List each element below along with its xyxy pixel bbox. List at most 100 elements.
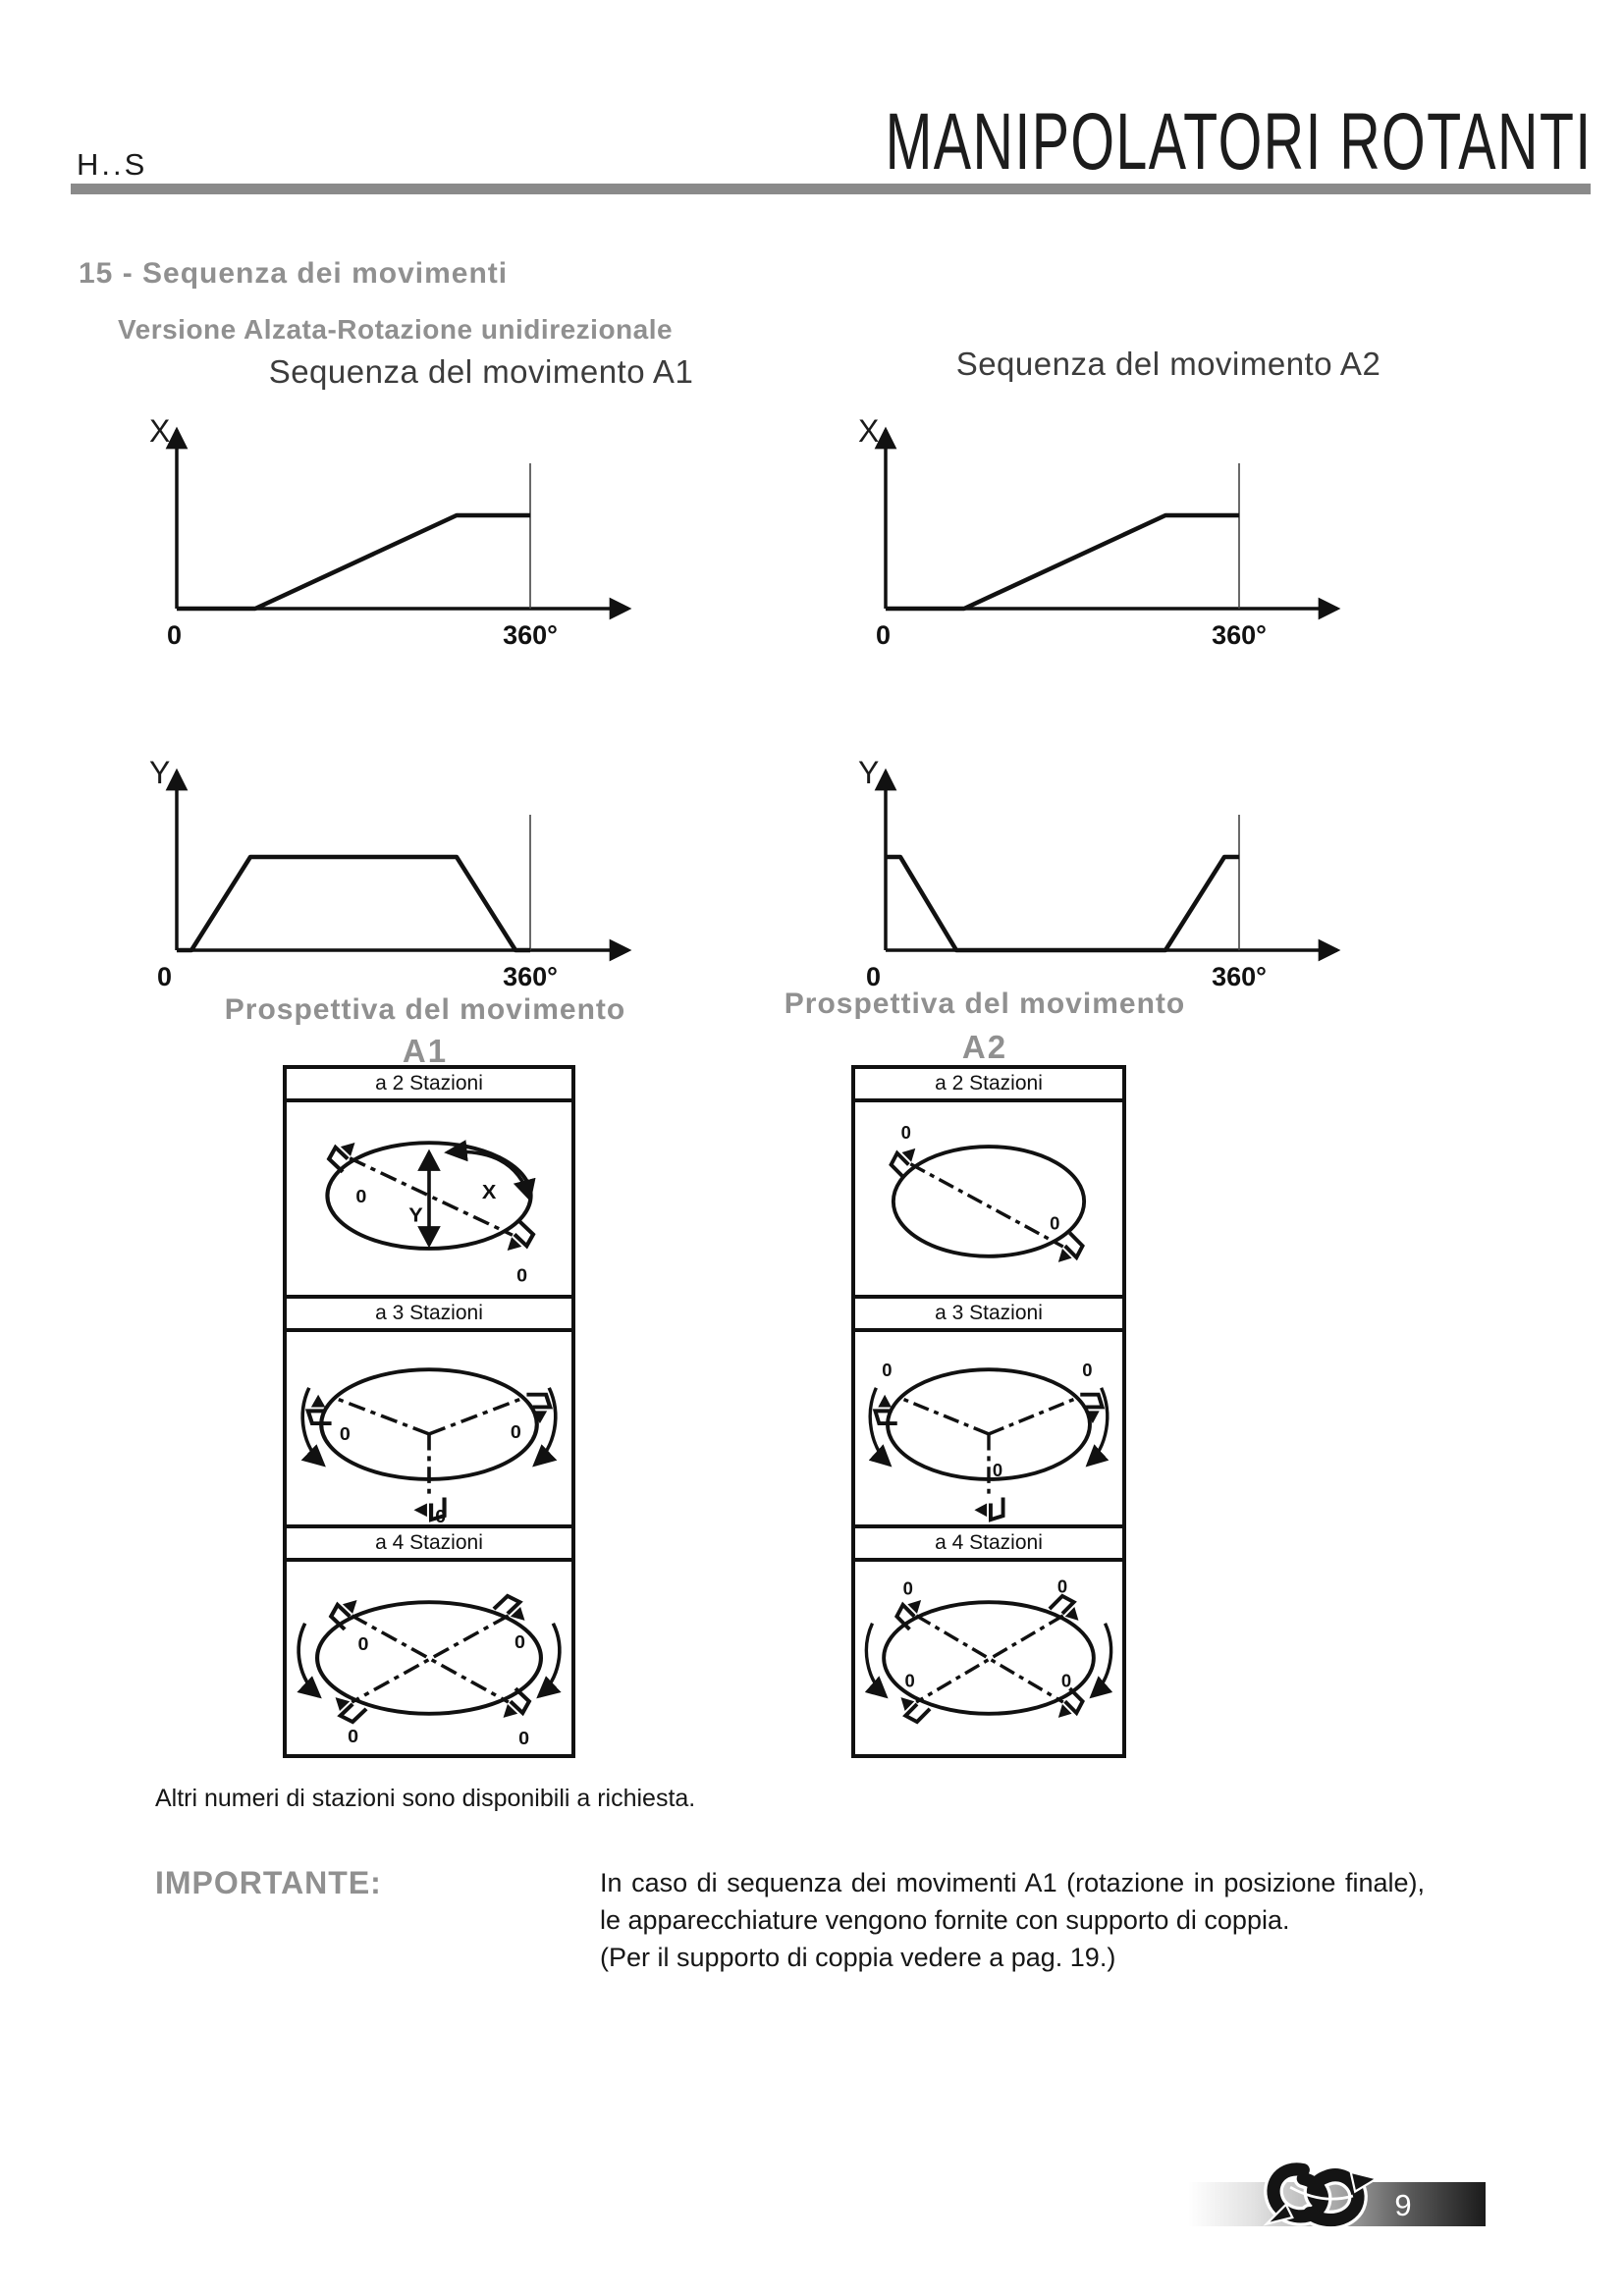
- chart-a2-x: X 0 360°: [858, 413, 1341, 650]
- important-label: IMPORTANTE:: [155, 1865, 382, 1900]
- turntable-disk: [882, 1600, 1096, 1716]
- page-number: 9: [1394, 2188, 1412, 2222]
- rotation-arc-icon: [1089, 1622, 1113, 1699]
- stations-panel-a2: a 2 Stazioni 0 0 a 3 Stazioni: [851, 1065, 1126, 1758]
- page-title: MANIPOLATORI ROTANTI: [885, 97, 1593, 187]
- motion-curve: [177, 854, 530, 953]
- station-axis-line: [351, 1614, 510, 1704]
- diagram-4-stations-a2: 0 0 0 0: [855, 1562, 1122, 1754]
- station-zero-label: 0: [355, 1187, 366, 1206]
- rotation-arc-icon: [297, 1622, 322, 1699]
- station-zero-label: 0: [511, 1422, 521, 1442]
- end-tick: 360°: [503, 962, 558, 991]
- chart-title-a2: Sequenza del movimento A2: [955, 346, 1381, 382]
- chart-title-a1: Sequenza del movimento A1: [268, 353, 694, 390]
- chart-a1-y: Y 0 360°: [149, 755, 632, 991]
- panel-4-stations: a 4 Stazioni 0 0 0 0: [287, 1524, 571, 1754]
- diagram-4-stations-a1: 0 0 0 0: [287, 1562, 571, 1754]
- origin-tick: 0: [876, 620, 891, 650]
- product-code: H..S: [77, 147, 148, 182]
- motion-curve: [886, 854, 1239, 953]
- important-paragraph: In caso di sequenza dei movimenti A1 (ro…: [600, 1864, 1425, 1976]
- panel-header: a 3 Stazioni: [287, 1299, 571, 1332]
- station-zero-label: 0: [358, 1635, 369, 1655]
- availability-note: Altri numeri di stazioni sono disponibil…: [155, 1785, 696, 1812]
- station-zero-label: 0: [1050, 1212, 1059, 1233]
- turntable-disk: [891, 1145, 1087, 1258]
- x-motion-label: X: [482, 1182, 497, 1203]
- turntable-disk: [886, 1367, 1092, 1481]
- station-zero-label: 0: [903, 1577, 913, 1598]
- chart-a1-x: X 0 360°: [149, 413, 632, 650]
- diagram-3-stations-a2: 0 0 0: [855, 1332, 1122, 1524]
- station-axis-line: [898, 1396, 990, 1436]
- y-axis-label: X: [149, 413, 170, 449]
- station-tab-icon: [1047, 1231, 1088, 1271]
- station-tab-icon: [1047, 1591, 1088, 1631]
- station-zero-label: 0: [518, 1730, 529, 1749]
- station-zero-label: 0: [993, 1460, 1002, 1480]
- station-tab-icon: [328, 1593, 366, 1629]
- station-zero-label: 0: [348, 1728, 358, 1747]
- station-zero-label: 0: [905, 1670, 915, 1690]
- perspective-title-a1: Prospettiva del movimento: [224, 993, 626, 1026]
- rotation-arc-icon: [536, 1622, 562, 1699]
- station-zero-label: 0: [340, 1424, 351, 1444]
- rotation-arrow-icon: [444, 1140, 536, 1202]
- station-axis-line: [351, 1614, 510, 1704]
- station-axis-line: [428, 1396, 526, 1436]
- brand-knot-logo-icon: [1263, 2160, 1380, 2230]
- station-zero-label: 0: [435, 1507, 446, 1524]
- y-axis-label: Y: [149, 755, 170, 790]
- y-motion-label: Y: [408, 1204, 423, 1226]
- stations-panel-a1: a 2 Stazioni 0 0 Y X a 3 Stazioni: [283, 1065, 575, 1758]
- section-title: 15 - Sequenza dei movimenti: [79, 257, 509, 290]
- y-axis-label: Y: [858, 755, 879, 790]
- station-tab-icon: [494, 1593, 532, 1629]
- diagram-3-stations-a1: 0 0 0: [287, 1332, 571, 1524]
- motion-curve: [177, 512, 530, 612]
- panel-header: a 4 Stazioni: [855, 1528, 1122, 1562]
- panel-3-stations: a 3 Stazioni 0 0 0: [855, 1295, 1122, 1524]
- important-body: In caso di sequenza dei movimenti A1 (ro…: [600, 1868, 1425, 1935]
- diagram-2-stations-a1: 0 0 Y X: [287, 1102, 571, 1295]
- origin-tick: 0: [866, 962, 881, 991]
- panel-header: a 2 Stazioni: [855, 1069, 1122, 1102]
- rotation-arc-icon: [300, 1387, 326, 1468]
- rotation-arc-icon: [1085, 1387, 1110, 1468]
- panel-2-stations: a 2 Stazioni 0 0 Y X: [287, 1069, 571, 1295]
- diagram-2-stations-a2: 0 0: [855, 1102, 1122, 1295]
- panel-header: a 3 Stazioni: [855, 1299, 1122, 1332]
- rotation-arc-icon: [532, 1387, 558, 1468]
- station-axis-line: [332, 1396, 430, 1436]
- end-tick: 360°: [503, 620, 558, 650]
- end-tick: 360°: [1212, 962, 1267, 991]
- station-zero-label: 0: [1057, 1575, 1067, 1596]
- turntable-disk: [319, 1367, 539, 1481]
- station-axis-line: [349, 1156, 514, 1237]
- station-zero-label: 0: [882, 1360, 892, 1380]
- end-tick: 360°: [1212, 620, 1267, 650]
- turntable-disk: [315, 1600, 543, 1716]
- station-tab-icon: [498, 1221, 536, 1257]
- version-subtitle: Versione Alzata-Rotazione unidirezionale: [118, 314, 674, 345]
- station-zero-label: 0: [901, 1122, 911, 1143]
- panel-header: a 2 Stazioni: [287, 1069, 571, 1102]
- motion-curve: [886, 512, 1239, 612]
- origin-tick: 0: [157, 962, 172, 991]
- station-axis-line: [988, 1396, 1079, 1436]
- origin-tick: 0: [167, 620, 182, 650]
- panel-header: a 4 Stazioni: [287, 1528, 571, 1562]
- station-zero-label: 0: [1061, 1670, 1071, 1690]
- panel-3-stations: a 3 Stazioni 0 0 0: [287, 1295, 571, 1524]
- panel-4-stations: a 4 Stazioni 0 0 0 0: [855, 1524, 1122, 1754]
- perspective-variant-a1: A1: [402, 1033, 449, 1069]
- station-zero-label: 0: [1082, 1360, 1092, 1380]
- station-tab-icon: [972, 1495, 1005, 1522]
- rotation-arc-icon: [868, 1387, 893, 1468]
- panel-2-stations: a 2 Stazioni 0 0: [855, 1069, 1122, 1295]
- station-zero-label: 0: [516, 1266, 527, 1286]
- station-axis-line: [909, 1162, 1064, 1249]
- important-reference: (Per il supporto di coppia vedere a pag.…: [600, 1943, 1116, 1972]
